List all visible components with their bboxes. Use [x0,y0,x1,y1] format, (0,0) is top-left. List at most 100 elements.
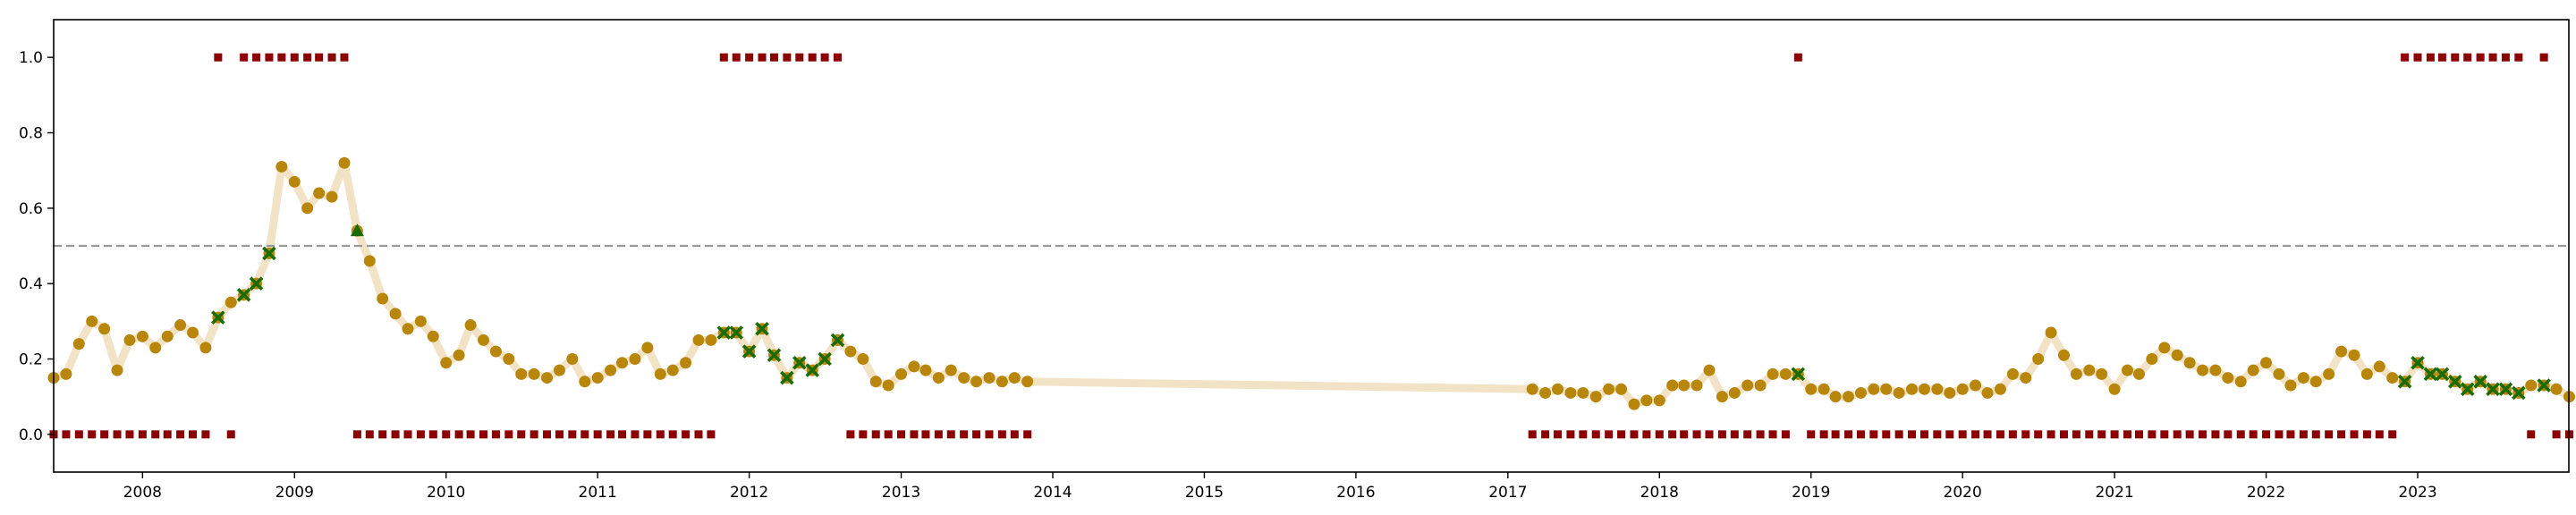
cross-point [2473,375,2487,389]
flag-point-low [125,430,134,439]
flag-point-low [2311,430,2320,439]
flag-point-low [1730,430,1739,439]
flag-point-low [985,430,994,439]
flag-point-high [2451,53,2460,62]
flag-point-low [543,430,552,439]
score-point [199,342,212,354]
score-point [629,353,641,365]
score-point [2020,372,2032,384]
score-point [149,342,162,354]
flag-points [49,53,2573,439]
score-point [2132,367,2145,380]
score-point [503,353,515,365]
flag-point-low [74,430,83,439]
flag-point-low [1768,430,1777,439]
flag-point-low [2249,430,2258,439]
cross-point [2448,375,2462,389]
triangle-point [350,224,364,237]
score-point [1640,394,1653,407]
score-point [2386,372,2399,384]
score-point [72,338,85,350]
score-point [1678,379,1690,392]
x-tick-label: 2020 [1944,484,1982,502]
flag-point-low [2021,430,2030,439]
flag-point-low [2148,430,2157,439]
flag-point-low [859,430,868,439]
score-point [1690,379,1703,392]
flag-point-low [1617,430,1626,439]
score-point [1981,386,1994,399]
score-point [983,372,996,384]
score-point [1918,383,1930,395]
score-point [2032,353,2045,365]
flag-point-low [631,430,640,439]
score-point [641,342,654,354]
cross-point [1791,367,1806,382]
cross-point [262,246,276,261]
score-point [453,349,465,361]
score-point [313,187,326,199]
flag-point-low [226,430,235,439]
score-point [895,367,908,380]
flag-point-low [1807,430,1816,439]
score-point [2158,342,2171,354]
flag-point-low [1010,430,1019,439]
score-point [1880,383,1893,395]
flag-point-low [884,430,893,439]
flag-point-high [303,53,312,62]
score-point [908,360,920,373]
flag-point-low [378,430,387,439]
y-tick-label: 0.6 [19,200,43,218]
score-point [1893,386,1905,399]
score-point [1906,383,1919,395]
score-point [123,333,136,346]
score-point [288,175,301,188]
score-point [2335,345,2348,358]
flag-point-low [2375,430,2384,439]
flag-point-low [1996,430,2004,439]
flag-point-low [2388,430,2397,439]
flag-point-low [1591,430,1600,439]
flag-point-high [252,53,261,62]
score-point [414,315,427,327]
flag-point-low [960,430,969,439]
flag-point-high [2437,53,2446,62]
flag-point-low [568,430,577,439]
cross-point [780,370,794,385]
flag-point-low [707,430,716,439]
flag-point-low [352,430,361,439]
x-tick-label: 2011 [579,484,617,502]
flag-point-low [1692,430,1701,439]
flag-point-high [240,53,249,62]
score-point [1666,379,1679,392]
flag-point-low [2046,430,2055,439]
flag-point-low [1680,430,1689,439]
x-tick-label: 2016 [1336,484,1375,502]
score-point [363,255,376,267]
flag-point-high [745,53,754,62]
cross-point [741,344,757,359]
flag-point-low [1528,430,1537,439]
flag-point-low [2337,430,2346,439]
cross-point [2397,375,2412,389]
flag-point-low [403,430,412,439]
flag-point-low [1983,430,1992,439]
flag-point-low [2160,430,2169,439]
score-point [958,372,970,384]
cross-point [2537,378,2551,393]
score-point [553,364,565,376]
flag-point-low [2110,430,2119,439]
flag-point-low [530,430,538,439]
flag-point-low [2185,430,2194,439]
flag-point-high [265,53,274,62]
score-point [1779,367,1792,380]
flag-point-low [504,430,513,439]
score-point [1628,398,1640,410]
score-point [1716,391,1728,403]
score-point [605,364,617,376]
score-point [2096,367,2108,380]
score-point [945,364,957,376]
x-tick-label: 2021 [2095,484,2133,502]
flag-point-low [1743,430,1752,439]
score-point [1994,383,2006,395]
